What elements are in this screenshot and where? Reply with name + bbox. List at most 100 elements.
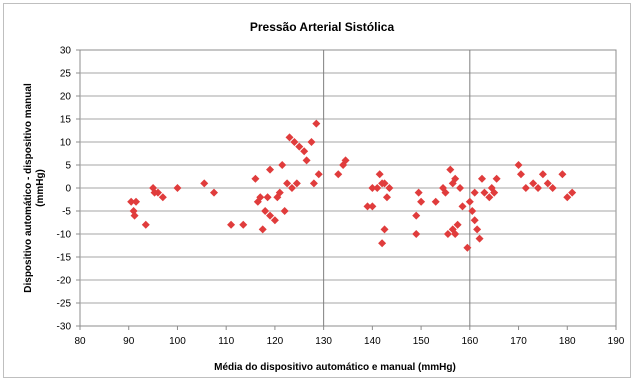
x-axis-label: Média do dispositivo automático e manual… bbox=[214, 362, 456, 373]
data-point bbox=[412, 211, 421, 220]
data-point bbox=[307, 138, 316, 146]
data-point bbox=[363, 202, 372, 211]
data-point bbox=[314, 170, 323, 179]
y-tick-label: -15 bbox=[57, 253, 72, 264]
data-point bbox=[453, 220, 462, 229]
data-point bbox=[312, 119, 321, 128]
data-point bbox=[558, 170, 567, 179]
y-axis-label-unit: (mmHg) bbox=[35, 169, 46, 207]
data-point bbox=[414, 188, 423, 197]
data-point bbox=[127, 197, 136, 206]
x-tick-label: 170 bbox=[510, 336, 527, 347]
data-point bbox=[261, 207, 270, 215]
data-point bbox=[465, 197, 474, 206]
data-point bbox=[451, 174, 460, 183]
data-point bbox=[492, 174, 501, 183]
data-point bbox=[210, 188, 218, 197]
data-point bbox=[385, 184, 394, 192]
data-point bbox=[300, 147, 309, 156]
y-tick-label: 25 bbox=[60, 69, 72, 80]
x-tick-label: 140 bbox=[364, 336, 381, 347]
x-tick-label: 80 bbox=[74, 336, 86, 347]
data-point bbox=[283, 179, 292, 188]
data-point bbox=[475, 234, 484, 243]
y-tick-label: 30 bbox=[60, 46, 72, 57]
data-point bbox=[543, 179, 552, 188]
y-tick-label: 20 bbox=[60, 92, 72, 103]
data-point bbox=[368, 202, 377, 211]
y-tick-label: 5 bbox=[65, 161, 71, 172]
data-point bbox=[285, 133, 294, 142]
data-point bbox=[287, 184, 296, 192]
x-tick-label: 100 bbox=[169, 336, 186, 347]
x-tick-label: 110 bbox=[218, 336, 234, 347]
data-point bbox=[270, 216, 279, 225]
x-tick-label: 160 bbox=[461, 336, 478, 347]
data-point bbox=[521, 184, 530, 192]
data-point bbox=[490, 188, 499, 197]
data-point bbox=[431, 197, 440, 206]
data-point bbox=[456, 184, 465, 192]
data-point bbox=[478, 174, 486, 183]
data-point bbox=[470, 188, 479, 197]
data-point bbox=[239, 220, 248, 229]
data-point bbox=[173, 184, 182, 192]
data-point bbox=[378, 239, 387, 248]
data-point bbox=[480, 188, 489, 197]
data-point bbox=[548, 184, 557, 192]
data-point bbox=[341, 156, 350, 165]
data-point bbox=[278, 161, 287, 169]
data-point bbox=[373, 184, 382, 192]
data-point bbox=[290, 138, 299, 146]
data-point bbox=[417, 197, 426, 206]
x-tick-label: 130 bbox=[315, 336, 332, 347]
data-point bbox=[132, 197, 141, 206]
data-point bbox=[251, 174, 260, 183]
data-point bbox=[443, 230, 452, 238]
y-tick-label: -25 bbox=[57, 299, 72, 310]
y-tick-label: 10 bbox=[60, 138, 72, 149]
x-tick-label: 120 bbox=[267, 336, 284, 347]
data-point bbox=[468, 207, 477, 215]
data-point bbox=[451, 230, 460, 238]
y-tick-label: -5 bbox=[62, 207, 71, 218]
data-point bbox=[309, 179, 318, 188]
data-point bbox=[256, 193, 265, 202]
data-point bbox=[458, 202, 467, 211]
data-point bbox=[275, 188, 284, 197]
y-tick-label: 15 bbox=[60, 115, 72, 126]
data-point bbox=[141, 220, 150, 229]
data-point bbox=[473, 225, 482, 234]
data-point bbox=[158, 193, 167, 202]
data-point bbox=[441, 188, 450, 197]
data-point bbox=[470, 216, 479, 225]
data-point bbox=[538, 170, 547, 179]
y-axis-label: Dispositivo automático - dispositivo man… bbox=[23, 83, 34, 293]
data-point bbox=[292, 179, 301, 188]
data-point bbox=[227, 220, 236, 229]
data-point bbox=[258, 225, 267, 234]
y-tick-label: -20 bbox=[57, 276, 72, 287]
data-point bbox=[266, 165, 275, 174]
data-point bbox=[375, 170, 384, 179]
data-point bbox=[280, 207, 289, 215]
x-tick-label: 150 bbox=[413, 336, 430, 347]
data-point bbox=[485, 193, 494, 202]
data-point bbox=[302, 156, 311, 165]
data-point bbox=[463, 243, 472, 252]
chart-title: Pressão Arterial Sistólica bbox=[250, 20, 395, 34]
data-point bbox=[334, 170, 343, 179]
data-point bbox=[295, 142, 304, 151]
data-point bbox=[516, 170, 525, 179]
data-point bbox=[380, 225, 389, 234]
y-tick-label: -30 bbox=[57, 322, 72, 333]
y-tick-label: 0 bbox=[65, 184, 71, 195]
data-point bbox=[380, 179, 389, 188]
data-point bbox=[266, 211, 275, 220]
data-point bbox=[130, 211, 139, 220]
data-point bbox=[368, 184, 377, 192]
data-point bbox=[534, 184, 543, 192]
data-point bbox=[200, 179, 209, 188]
data-point bbox=[529, 179, 538, 188]
